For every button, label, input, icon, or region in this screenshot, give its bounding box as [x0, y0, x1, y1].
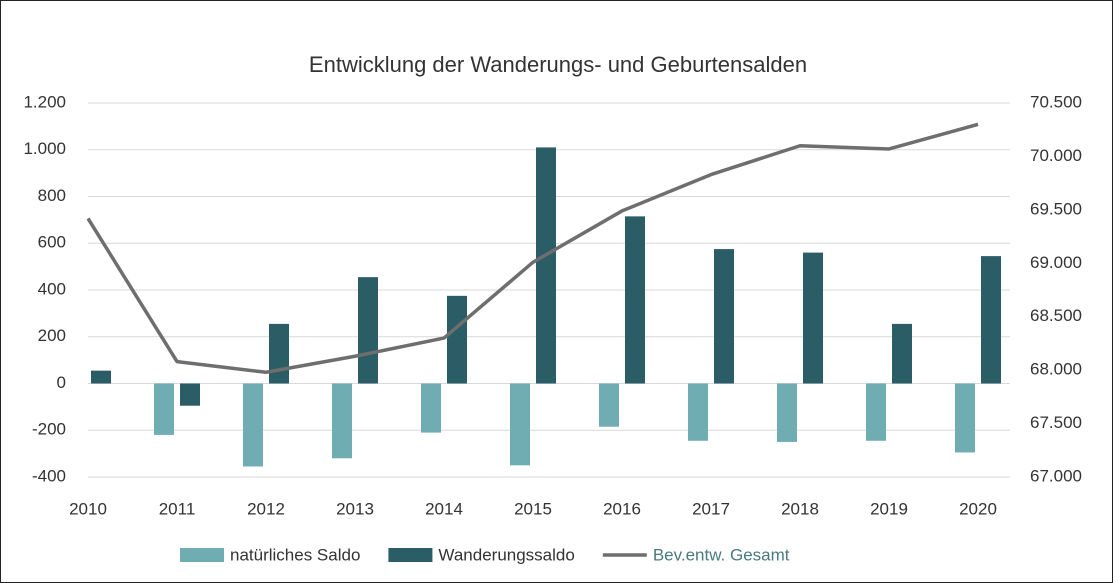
y-tick-label: 600: [38, 233, 66, 252]
y2-tick-label: 69.500: [1030, 199, 1082, 218]
y-tick-label: 1.200: [23, 92, 66, 111]
legend-label: Bev.entw. Gesamt: [653, 545, 790, 564]
legend-swatch: [388, 548, 433, 562]
x-tick-label: 2013: [336, 499, 374, 518]
bar: [180, 383, 200, 406]
x-tick-label: 2020: [959, 499, 997, 518]
x-tick-label: 2019: [870, 499, 908, 518]
y2-tick-label: 68.000: [1030, 360, 1082, 379]
y2-tick-label: 69.000: [1030, 253, 1082, 272]
bar: [955, 383, 975, 453]
y2-tick-label: 67.000: [1030, 466, 1082, 485]
bar: [981, 256, 1001, 384]
bar: [421, 383, 441, 433]
bar: [510, 383, 530, 466]
x-tick-label: 2016: [603, 499, 641, 518]
y2-tick-label: 70.500: [1030, 92, 1082, 111]
bar: [536, 147, 556, 384]
bar: [714, 249, 734, 384]
chart-title: Entwicklung der Wanderungs- und Geburten…: [309, 52, 807, 77]
x-tick-label: 2017: [692, 499, 730, 518]
x-tick-label: 2014: [425, 499, 463, 518]
bar: [777, 383, 797, 442]
x-tick-label: 2011: [159, 499, 196, 518]
y-tick-label: -200: [32, 420, 66, 439]
bar: [688, 383, 708, 441]
y2-tick-label: 67.500: [1030, 413, 1082, 432]
x-tick-label: 2010: [69, 499, 107, 518]
line: [86, 122, 979, 375]
y-tick-label: 800: [38, 186, 66, 205]
y2-tick-label: 70.000: [1030, 146, 1082, 165]
bar: [358, 277, 378, 384]
legend-label: natürliches Saldo: [230, 545, 360, 564]
bar: [269, 323, 289, 384]
y-tick-label: 1.000: [23, 139, 66, 158]
y-tick-label: 400: [38, 279, 66, 298]
y-tick-label: 0: [57, 373, 66, 392]
bar: [243, 383, 263, 467]
y2-tick-label: 68.500: [1030, 306, 1082, 325]
x-tick-label: 2018: [781, 499, 819, 518]
y-tick-label: -400: [32, 466, 66, 485]
x-tick-label: 2015: [514, 499, 552, 518]
bar: [866, 383, 886, 441]
y-tick-label: 200: [38, 326, 66, 345]
bar: [803, 252, 823, 384]
bar: [332, 383, 352, 459]
bar: [625, 216, 645, 384]
bar: [599, 383, 619, 427]
bar: [91, 370, 111, 384]
bar: [892, 323, 912, 384]
legend-swatch: [180, 548, 224, 562]
x-tick-label: 2012: [247, 499, 285, 518]
legend-label: Wanderungssaldo: [438, 545, 574, 564]
bar: [447, 295, 467, 384]
bar: [154, 383, 174, 435]
